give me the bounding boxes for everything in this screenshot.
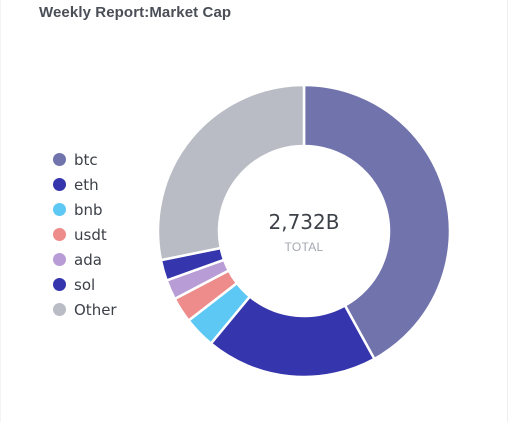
legend-label: btc	[74, 150, 98, 169]
legend-label: ada	[74, 250, 102, 269]
legend-item-btc[interactable]: btc	[53, 147, 117, 172]
legend-item-eth[interactable]: eth	[53, 172, 117, 197]
slice-btc[interactable]	[302, 83, 452, 361]
center-total-value: 2,732B	[268, 210, 340, 234]
legend-item-usdt[interactable]: usdt	[53, 222, 117, 247]
legend-swatch	[53, 203, 66, 216]
legend-label: bnb	[74, 200, 103, 219]
legend-swatch	[53, 228, 66, 241]
legend-label: eth	[74, 175, 99, 194]
legend-label: Other	[74, 300, 117, 319]
legend-item-ada[interactable]: ada	[53, 247, 117, 272]
center-total-label: TOTAL	[284, 240, 324, 254]
legend-swatch	[53, 253, 66, 266]
slice-other[interactable]	[156, 83, 306, 262]
legend-item-sol[interactable]: sol	[53, 272, 117, 297]
chart-legend: btc eth bnb usdt ada sol Other	[53, 147, 117, 322]
legend-swatch	[53, 178, 66, 191]
legend-label: usdt	[74, 225, 107, 244]
chart-title: Weekly Report:Market Cap	[39, 4, 232, 21]
legend-swatch	[53, 303, 66, 316]
legend-swatch	[53, 153, 66, 166]
legend-item-other[interactable]: Other	[53, 297, 117, 322]
legend-item-bnb[interactable]: bnb	[53, 197, 117, 222]
legend-swatch	[53, 278, 66, 291]
legend-label: sol	[74, 275, 96, 294]
